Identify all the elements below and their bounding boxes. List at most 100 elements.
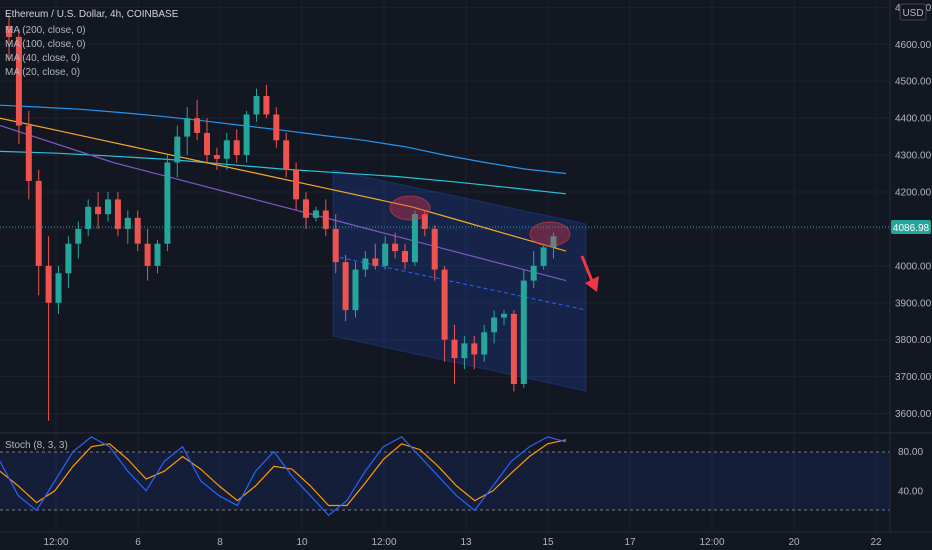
price-badge: 4086.98 [893, 223, 930, 234]
candle [411, 214, 418, 263]
candle [85, 206, 92, 229]
indicator-ma40[interactable]: MA (40, close, 0) [5, 53, 80, 64]
candle [253, 96, 260, 115]
grid [0, 0, 890, 532]
candle [372, 258, 379, 266]
candle [421, 214, 428, 229]
candle [105, 199, 111, 215]
candle [441, 269, 448, 340]
candle [164, 162, 171, 244]
stoch-tick: 80.00 [898, 447, 923, 458]
candle [194, 118, 201, 133]
candle [501, 313, 507, 318]
candle [322, 210, 329, 229]
candle [283, 140, 290, 170]
candle [362, 258, 369, 270]
price-tick: 3700.00 [895, 372, 932, 383]
candle [530, 265, 537, 281]
candle [114, 199, 121, 229]
time-tick: 22 [870, 537, 882, 548]
price-tick: 3800.00 [895, 335, 932, 346]
ma100-line [0, 150, 567, 195]
stoch-tick: 40.00 [898, 486, 923, 497]
candle [184, 118, 191, 137]
candle [134, 217, 141, 244]
candle [65, 243, 72, 274]
indicator-ma200[interactable]: MA (200, close, 0) [5, 25, 86, 36]
candle [223, 140, 230, 159]
candle [342, 262, 349, 311]
time-tick: 13 [460, 537, 472, 548]
indicator-ma100[interactable]: MA (100, close, 0) [5, 39, 86, 50]
time-tick: 12:00 [699, 537, 724, 548]
price-badge-bg [891, 220, 931, 234]
stoch-label[interactable]: Stoch (8, 3, 3) [5, 440, 68, 451]
price-tick: 4600.00 [895, 40, 932, 51]
indicator-ma20[interactable]: MA (20, close, 0) [5, 67, 80, 78]
down-arrow-icon [580, 255, 599, 292]
candle [392, 243, 399, 252]
candle [312, 210, 319, 218]
candle [174, 136, 181, 163]
time-tick: 20 [788, 537, 800, 548]
moving-averages [0, 104, 567, 282]
candle [6, 25, 12, 37]
ma40-line [0, 124, 567, 282]
candle [55, 273, 62, 303]
candle [540, 247, 547, 266]
currency-box[interactable] [899, 3, 927, 21]
chart-title: Ethereum / U.S. Dollar, 4h, COINBASE [5, 9, 179, 20]
price-tick: 4000.00 [895, 261, 932, 272]
time-tick: 10 [296, 537, 308, 548]
currency-label: USD [902, 8, 923, 19]
candle [471, 343, 478, 355]
candle [45, 265, 52, 303]
stoch-axis[interactable]: 40.00 80.00 [898, 447, 923, 497]
candle [382, 243, 389, 266]
time-tick: 12:00 [371, 537, 396, 548]
candle [95, 206, 102, 215]
price-tick: 4200.00 [895, 188, 932, 199]
candle [35, 180, 42, 266]
candle [15, 36, 22, 126]
candle [402, 251, 408, 263]
highlight-ellipse-right [529, 221, 571, 247]
stoch-k-line [0, 436, 567, 517]
candle [204, 132, 210, 156]
time-tick: 8 [217, 537, 223, 548]
ma200-line [0, 104, 567, 175]
price-tick: 4500.00 [895, 77, 932, 88]
stoch-d-line [0, 439, 567, 507]
price-tick: 3600.00 [895, 409, 932, 420]
stoch-lines [0, 436, 567, 517]
highlight-ellipse-left [389, 195, 431, 221]
candle [273, 114, 280, 141]
candle [431, 228, 438, 270]
candle [520, 280, 527, 384]
price-tick: 4300.00 [895, 151, 932, 162]
candle [510, 313, 517, 384]
candle [491, 317, 498, 333]
candle [233, 140, 240, 156]
candle [332, 228, 339, 263]
candle [75, 228, 82, 244]
time-tick: 15 [542, 537, 554, 548]
candle [451, 339, 458, 359]
time-tick: 12:00 [43, 537, 68, 548]
candle [461, 343, 468, 359]
candle [124, 217, 131, 229]
ma20-line [0, 117, 567, 252]
candle [154, 243, 161, 266]
candle [550, 236, 557, 248]
candle [303, 199, 309, 218]
candle [213, 155, 220, 159]
candle [243, 114, 250, 156]
candle [144, 243, 151, 266]
stoch-band [0, 452, 890, 510]
candle [263, 96, 270, 115]
candle [25, 125, 32, 181]
candle [352, 269, 359, 311]
candle [481, 332, 488, 355]
